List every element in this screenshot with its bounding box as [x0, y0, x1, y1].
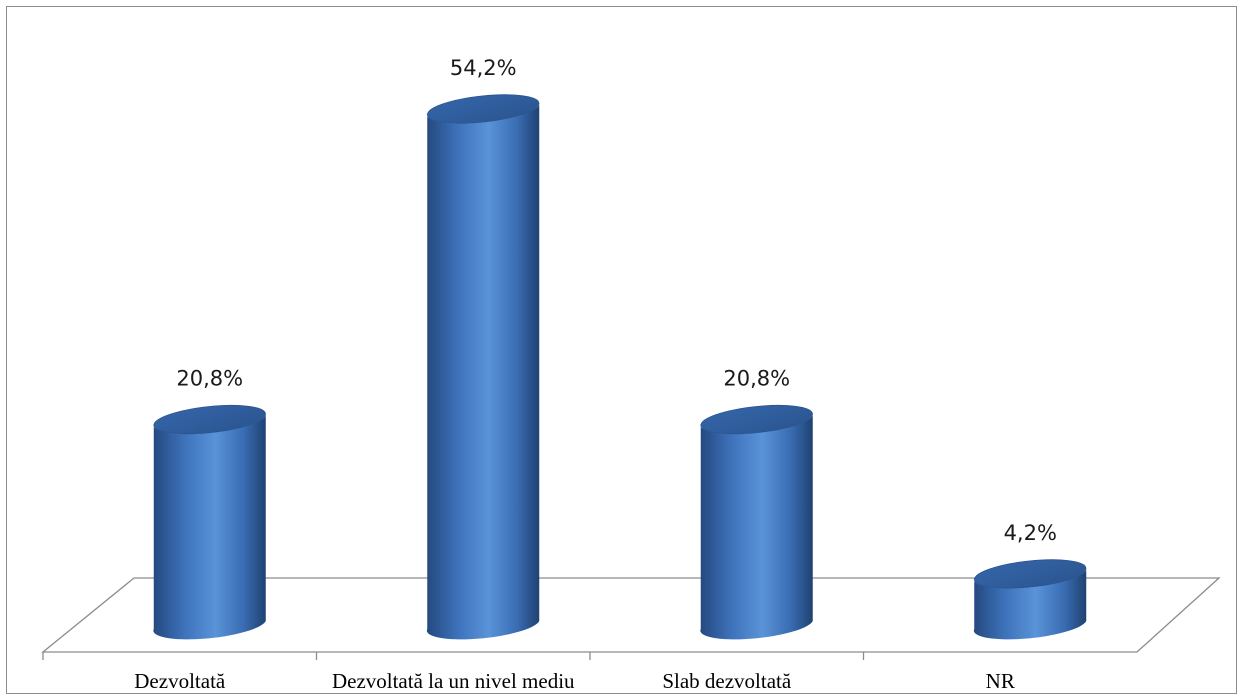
bar-top	[153, 404, 266, 435]
bar-body	[426, 104, 540, 640]
bar-chart: 20,8% 54,2% 20,8% 4,2% Dezvoltată Dezvoltată…	[41, 56, 1221, 693]
bar	[973, 559, 1087, 640]
bar-top	[700, 404, 813, 435]
x-tick-label: Dezvoltată la un nivel mediu	[332, 669, 575, 693]
bar-top	[974, 559, 1087, 589]
x-tick-label: NR	[986, 669, 1015, 693]
chart-frame: 20,8% 54,2% 20,8% 4,2% Dezvoltată Dezvoltată…	[6, 6, 1237, 694]
data-label: 20,8%	[723, 367, 790, 391]
bar-top	[427, 94, 540, 124]
chart-floor	[41, 577, 1221, 660]
bar	[153, 404, 266, 640]
data-label: 54,2%	[450, 56, 517, 80]
bar-body	[700, 415, 813, 640]
data-label: 4,2%	[1004, 521, 1057, 545]
x-tick-label: Dezvoltată	[134, 669, 226, 693]
x-tick-label: Slab dezvoltată	[662, 669, 792, 693]
bar	[700, 404, 813, 640]
bar-body	[973, 569, 1087, 640]
data-label: 20,8%	[176, 367, 243, 391]
bar-body	[153, 415, 266, 640]
floor-plane	[41, 577, 1221, 653]
bar	[426, 94, 540, 640]
